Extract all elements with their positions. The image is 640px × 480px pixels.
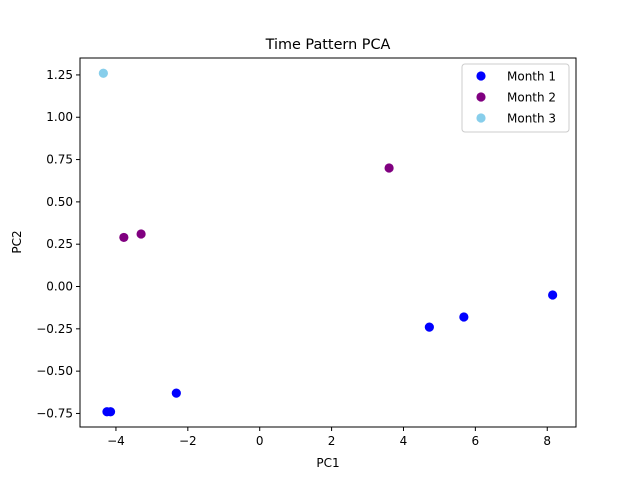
y-tick-label: 0.00 [46, 280, 73, 294]
data-point [424, 322, 434, 332]
legend: Month 1 Month 2 Month 3 [461, 63, 570, 133]
legend-entries: Month 1 Month 2 Month 3 [476, 70, 556, 126]
data-point [171, 388, 181, 398]
y-axis-ticks: −0.75 −0.50 −0.25 0.00 0.25 0.50 0.75 1.00 1.25 [36, 68, 80, 420]
legend-box [461, 63, 570, 133]
data-point [384, 163, 394, 173]
plot-frame [79, 57, 577, 428]
data-point [98, 68, 108, 78]
x-axis-ticks: −4 −2 0 2 4 6 8 [107, 427, 551, 448]
x-tick-label: 8 [543, 434, 551, 448]
y-tick-label: 1.00 [46, 110, 73, 124]
x-tick-label: 2 [328, 434, 336, 448]
plot-points [98, 68, 558, 417]
y-tick-label: 0.75 [46, 153, 73, 167]
x-tick-label: 4 [400, 434, 408, 448]
legend-marker [476, 92, 486, 102]
x-tick-label: −2 [179, 434, 197, 448]
y-tick-label: −0.25 [36, 322, 73, 336]
x-tick-label: 6 [472, 434, 480, 448]
legend-label: Month 1 [507, 70, 556, 84]
data-point [548, 290, 558, 300]
data-point [119, 232, 129, 243]
legend-label: Month 2 [507, 91, 556, 105]
y-tick-label: −0.75 [36, 406, 73, 420]
legend-label: Month 3 [507, 112, 556, 126]
legend-marker [476, 113, 486, 123]
x-tick-label: 0 [256, 434, 264, 448]
x-axis-label: PC1 [316, 456, 339, 470]
y-tick-label: −0.50 [36, 364, 73, 378]
y-tick-label: 0.50 [46, 195, 73, 209]
y-tick-label: 0.25 [46, 237, 73, 251]
data-point [459, 312, 469, 322]
chart-title: Time Pattern PCA [265, 37, 391, 53]
y-tick-label: 1.25 [46, 68, 73, 82]
data-point [136, 229, 146, 239]
data-point [105, 407, 116, 417]
legend-marker [476, 71, 486, 81]
x-tick-label: −4 [107, 434, 125, 448]
y-axis-label: PC2 [10, 230, 24, 253]
